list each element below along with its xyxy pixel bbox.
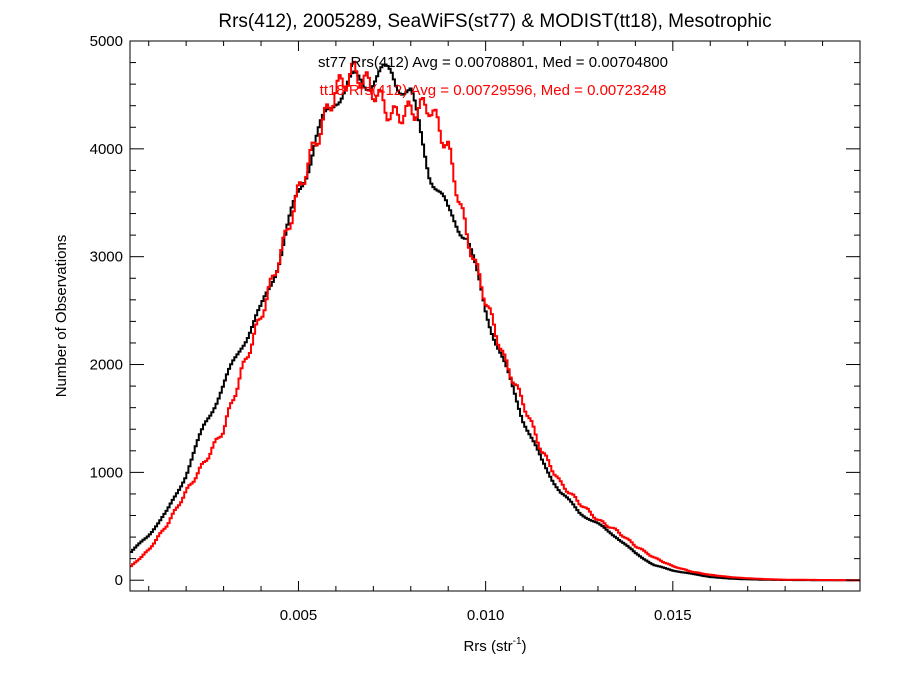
x-axis-label-suffix: ) xyxy=(522,638,527,655)
x-tick-label: 0.005 xyxy=(280,607,318,624)
x-tick-label: 0.010 xyxy=(467,607,505,624)
x-tick-label: 0.015 xyxy=(654,607,692,624)
y-axis-ticks: 0 1000 2000 3000 4000 5000 xyxy=(90,33,860,589)
plot-lines xyxy=(130,60,860,582)
y-tick-label: 4000 xyxy=(90,141,123,158)
y-tick-label: 1000 xyxy=(90,464,123,481)
stats-label-tt18: tt18 Rrs(412) Avg = 0.00729596, Med = 0.… xyxy=(320,82,667,99)
y-tick-label: 5000 xyxy=(90,33,123,50)
stats-label-st77: st77 Rrs(412) Avg = 0.00708801, Med = 0.… xyxy=(318,54,668,71)
y-tick-label: 2000 xyxy=(90,357,123,374)
y-axis-label: Number of Observations xyxy=(53,235,70,398)
y-tick-label: 3000 xyxy=(90,249,123,266)
series-line-st77 xyxy=(130,63,860,582)
x-axis-ticks: 0.005 0.010 0.015 xyxy=(148,41,824,624)
x-axis-label-superscript: -1 xyxy=(513,636,522,647)
x-axis-label: Rrs (str-1) xyxy=(463,636,526,655)
chart-title: Rrs(412), 2005289, SeaWiFS(st77) & MODIS… xyxy=(218,11,771,32)
series-line-tt18 xyxy=(130,60,860,582)
x-axis-label-main: Rrs (str xyxy=(463,638,512,655)
y-tick-label: 0 xyxy=(115,572,123,589)
plot-frame xyxy=(129,40,861,592)
